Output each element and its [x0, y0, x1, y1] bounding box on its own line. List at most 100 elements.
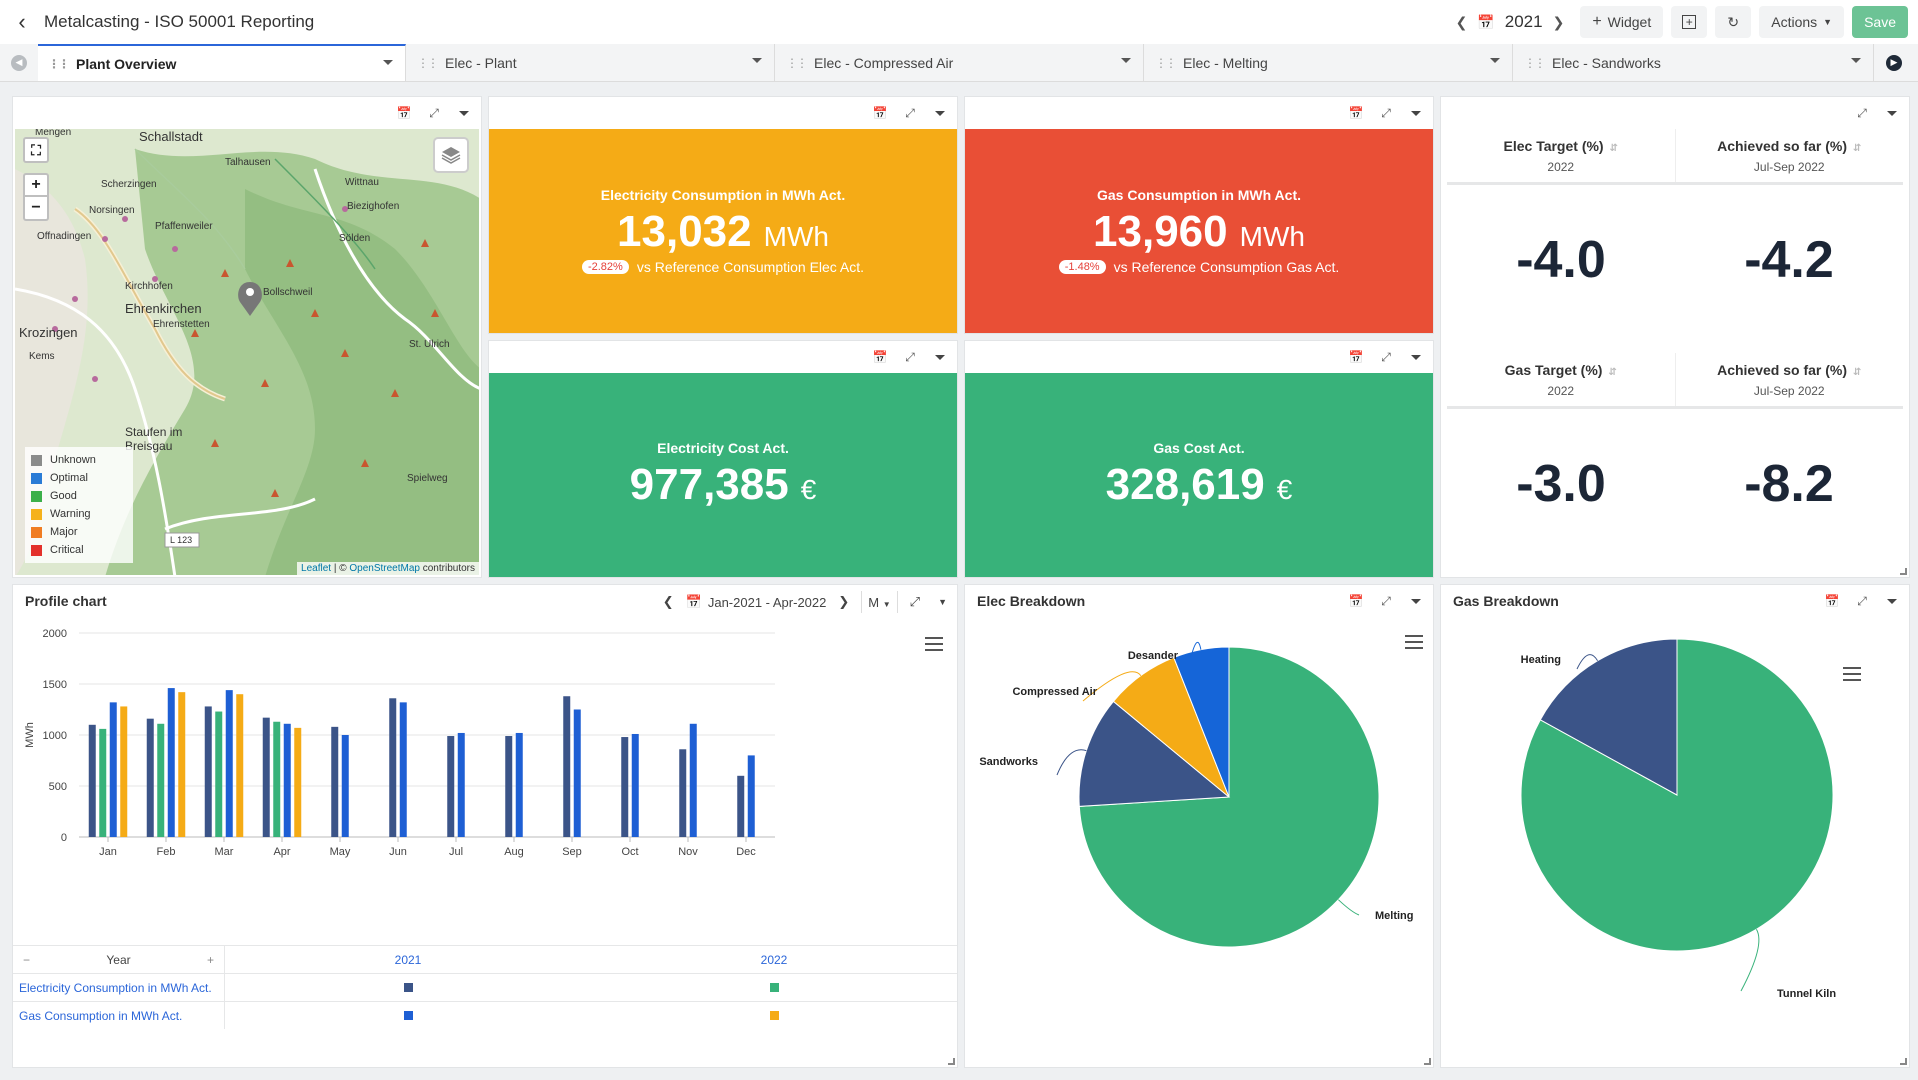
- caret-down-icon[interactable]: [383, 60, 393, 65]
- granularity-dropdown[interactable]: M ▼: [868, 594, 891, 610]
- calendar-edit-icon[interactable]: 📅: [872, 350, 888, 364]
- expand-icon[interactable]: ⤢: [1381, 105, 1391, 120]
- calendar-edit-icon[interactable]: 📅: [1348, 594, 1364, 608]
- expand-icon[interactable]: ⤢: [1381, 349, 1391, 364]
- targets-widget: ⤢ Elec Target (%) ⇵ 2022 Achieved so far (…: [1440, 96, 1910, 578]
- col-2021[interactable]: 2021: [394, 952, 422, 967]
- chart-menu-icon[interactable]: [1843, 667, 1861, 681]
- map-place-label: Offnadingen: [37, 231, 92, 242]
- map-canvas[interactable]: Mengen Schallstadt Talhausen Scherzingen…: [15, 129, 479, 575]
- year-value[interactable]: 2021: [1504, 12, 1543, 31]
- sort-icon[interactable]: ⇵: [1853, 142, 1862, 154]
- osm-link[interactable]: OpenStreetMap: [349, 563, 420, 574]
- resize-handle[interactable]: [1900, 1058, 1907, 1065]
- calendar-icon: 📅: [685, 594, 702, 609]
- kpi-value: 977,385: [629, 460, 789, 509]
- resize-handle[interactable]: [1900, 568, 1907, 575]
- tab-elec-plant[interactable]: ⋮⋮ Elec - Plant: [407, 44, 775, 81]
- widget-menu-caret[interactable]: [1879, 588, 1905, 614]
- prev-range-button[interactable]: ❮: [662, 594, 674, 609]
- next-range-button[interactable]: ❯: [838, 594, 850, 609]
- actions-dropdown[interactable]: Actions ▼: [1759, 6, 1845, 38]
- refresh-button[interactable]: ↻: [1715, 6, 1752, 38]
- tab-plant-overview[interactable]: ⋮⋮ Plant Overview: [38, 44, 406, 81]
- resize-handle[interactable]: [1424, 1058, 1431, 1065]
- calendar-edit-icon[interactable]: 📅: [1824, 594, 1840, 608]
- bar: [273, 721, 281, 837]
- calendar-edit-icon[interactable]: 📅: [396, 106, 412, 120]
- caret-down-icon[interactable]: [1851, 58, 1861, 63]
- save-button[interactable]: Save: [1852, 6, 1908, 38]
- tabs-scroll-left[interactable]: ◀: [0, 44, 38, 81]
- caret-down-icon[interactable]: [1121, 58, 1131, 63]
- widget-menu-caret[interactable]: [1879, 100, 1905, 126]
- caret-down-icon[interactable]: [1490, 58, 1500, 63]
- col-header[interactable]: Achieved so far (%) ⇵ Jul-Sep 2022: [1717, 361, 1862, 398]
- tabs-scroll-right[interactable]: ▶: [1875, 44, 1913, 81]
- drag-handle-icon[interactable]: ⋮⋮: [1524, 55, 1546, 70]
- expand-icon[interactable]: ⤢: [1857, 593, 1867, 608]
- col-2022[interactable]: 2022: [760, 952, 788, 967]
- add-widget-button[interactable]: + Widget: [1580, 6, 1664, 38]
- map-place-label: Kirchhofen: [125, 281, 173, 292]
- widget-menu-caret[interactable]: [927, 100, 953, 126]
- pie-slice: [1539, 638, 1678, 796]
- map-place-label: Scherzingen: [101, 179, 157, 190]
- leaflet-link[interactable]: Leaflet: [301, 563, 332, 574]
- tab-elec-melting[interactable]: ⋮⋮ Elec - Melting: [1145, 44, 1513, 81]
- col-header[interactable]: Gas Target (%) ⇵ 2022: [1447, 353, 1676, 406]
- calendar-edit-icon[interactable]: 📅: [1348, 106, 1364, 120]
- back-button[interactable]: ‹: [0, 0, 44, 44]
- fullscreen-button[interactable]: ⛶: [23, 137, 49, 163]
- resize-handle[interactable]: [948, 1058, 955, 1065]
- add-panel-button[interactable]: +: [1671, 6, 1708, 38]
- chart-menu-icon[interactable]: [925, 637, 943, 651]
- row-gas-consumption[interactable]: Gas Consumption in MWh Act.: [13, 1002, 225, 1029]
- chevron-left-icon: ‹: [18, 9, 26, 34]
- row-elec-consumption[interactable]: Electricity Consumption in MWh Act.: [13, 974, 225, 1001]
- sort-icon[interactable]: ⇵: [1608, 366, 1617, 378]
- drag-handle-icon[interactable]: ⋮⋮: [417, 55, 439, 70]
- pie-label: Tunnel Kiln: [1777, 988, 1836, 1000]
- expand-button[interactable]: +: [206, 952, 214, 967]
- widget-menu-caret[interactable]: ▼: [938, 597, 947, 607]
- widget-menu-caret[interactable]: [1403, 588, 1429, 614]
- col-header[interactable]: Elec Target (%) ⇵ 2022: [1447, 129, 1676, 182]
- profile-bar-chart: 0 500 1000 1500 2000 MWh Jan Feb Mar Apr May Jun Jul…: [24, 628, 775, 858]
- next-year-button[interactable]: ❯: [1552, 13, 1565, 30]
- widget-menu-caret[interactable]: [1403, 344, 1429, 370]
- widget-menu-caret[interactable]: [927, 344, 953, 370]
- tab-elec-sandworks[interactable]: ⋮⋮ Elec - Sandworks: [1514, 44, 1874, 81]
- map-terrain: [15, 129, 479, 575]
- drag-handle-icon[interactable]: ⋮⋮: [48, 56, 70, 71]
- expand-icon[interactable]: ⤢: [1381, 593, 1391, 608]
- bar: [737, 775, 745, 837]
- drag-handle-icon[interactable]: ⋮⋮: [1155, 55, 1177, 70]
- zoom-out-button[interactable]: −: [23, 197, 49, 221]
- sort-icon[interactable]: ⇵: [1609, 142, 1618, 154]
- tab-elec-compressed-air[interactable]: ⋮⋮ Elec - Compressed Air: [776, 44, 1144, 81]
- widget-menu-caret[interactable]: [1403, 100, 1429, 126]
- expand-icon[interactable]: ⤢: [1857, 105, 1867, 120]
- date-range[interactable]: Jan-2021 - Apr-2022: [707, 594, 827, 610]
- expand-icon[interactable]: ⤢: [429, 105, 439, 120]
- collapse-button[interactable]: −: [23, 952, 31, 967]
- drag-handle-icon[interactable]: ⋮⋮: [786, 55, 808, 70]
- layers-button[interactable]: [433, 137, 469, 173]
- zoom-in-button[interactable]: +: [23, 173, 49, 197]
- calendar-edit-icon[interactable]: 📅: [1348, 350, 1364, 364]
- chart-menu-icon[interactable]: [1405, 635, 1423, 649]
- col-header[interactable]: Achieved so far (%) ⇵ Jul-Sep 2022: [1717, 137, 1862, 174]
- prev-year-button[interactable]: ❮: [1455, 13, 1468, 30]
- map-attribution: Leaflet | © OpenStreetMap contributors: [297, 562, 479, 575]
- caret-down-icon[interactable]: [752, 58, 762, 63]
- expand-icon[interactable]: ⤢: [905, 105, 915, 120]
- expand-icon[interactable]: ⤢: [905, 349, 915, 364]
- bar: [294, 727, 302, 837]
- expand-icon[interactable]: ⤢: [909, 594, 921, 609]
- pie-label: Melting: [1375, 910, 1414, 922]
- kpi-delta-badge: -2.82%: [581, 260, 629, 274]
- sort-icon[interactable]: ⇵: [1853, 366, 1862, 378]
- widget-menu-caret[interactable]: [451, 100, 477, 126]
- calendar-edit-icon[interactable]: 📅: [872, 106, 888, 120]
